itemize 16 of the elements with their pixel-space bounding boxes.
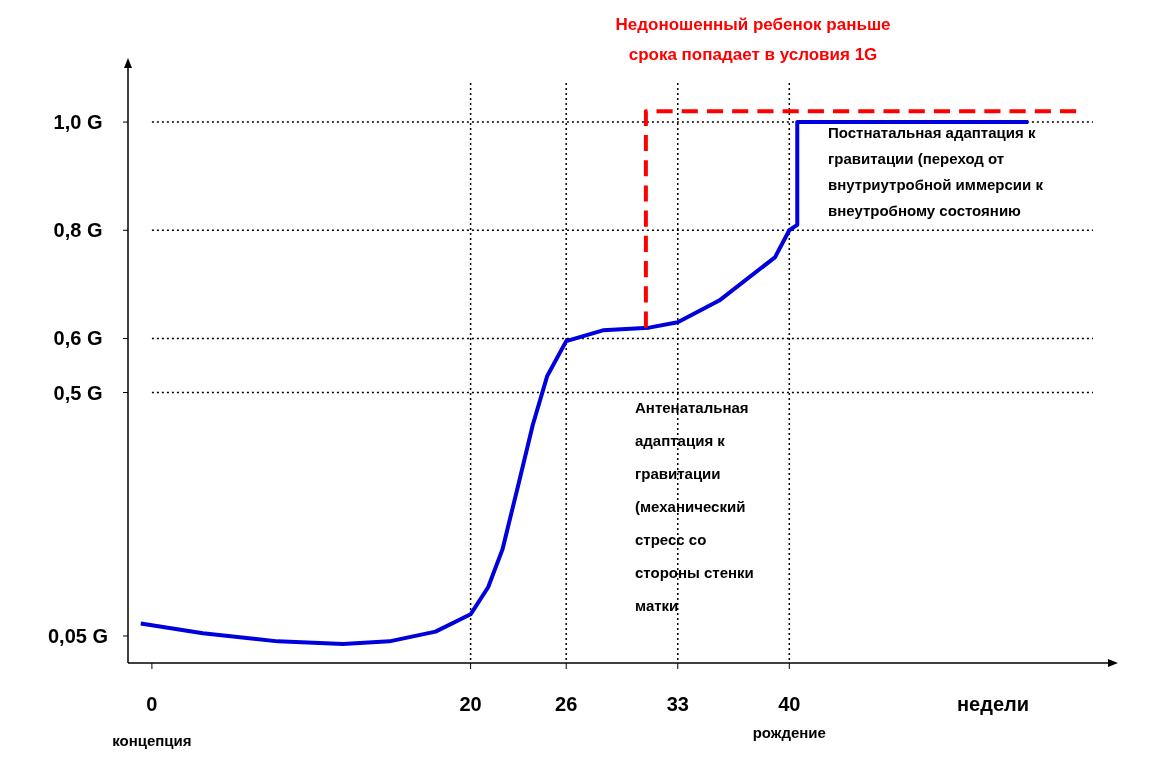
x-tick-label: 20 xyxy=(459,693,482,715)
x-tick-label: 33 xyxy=(666,693,689,715)
y-tick-label: 0,6 G xyxy=(53,327,103,350)
text: рождение xyxy=(752,724,826,741)
x-tick-label: 26 xyxy=(555,693,578,715)
text: Недоношенный ребенок раньше срока попадает в условия 1G xyxy=(615,15,891,64)
y-tick-label: 0,05 G xyxy=(47,624,109,647)
annotation: Постнатальная адаптация к гравитации (переход от внутриутробной иммерсии к внеутробному состоянию xyxy=(828,124,1044,219)
x-tick-label: 40 xyxy=(778,693,801,715)
x-tick-label: 0 xyxy=(146,693,158,715)
y-tick-label: 0,8 G xyxy=(53,219,103,242)
text: концепция xyxy=(112,732,192,749)
x-axis-title: недели xyxy=(956,693,1030,715)
annotation: Антенатальная адаптация к гравитации (механический стресс со стороны стенки матки xyxy=(635,399,754,614)
y-tick-label: 0,5 G xyxy=(53,381,103,404)
y-tick-label: 1,0 G xyxy=(53,111,103,134)
